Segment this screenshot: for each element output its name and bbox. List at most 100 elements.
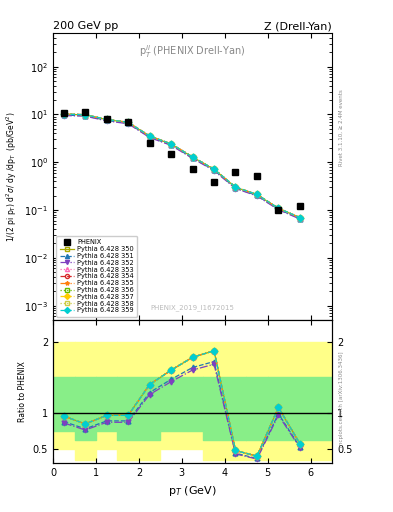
Pythia 6.428 359 <box>105 116 109 122</box>
Pythia 6.428 355 <box>255 191 259 198</box>
Pythia 6.428 352 <box>298 216 302 222</box>
Pythia 6.428 350 <box>233 184 238 190</box>
Pythia 6.428 353 <box>61 111 66 117</box>
Line: Pythia 6.428 352: Pythia 6.428 352 <box>61 113 302 222</box>
Pythia 6.428 359 <box>169 141 173 147</box>
Pythia 6.428 356 <box>83 112 88 118</box>
Line: Pythia 6.428 357: Pythia 6.428 357 <box>61 112 302 220</box>
Pythia 6.428 357 <box>105 116 109 122</box>
Pythia 6.428 355 <box>169 141 173 147</box>
Y-axis label: 1/(2 pi p$_T$) d$^2\sigma$/ dy /dp$_T$  (pb/GeV$^2$): 1/(2 pi p$_T$) d$^2\sigma$/ dy /dp$_T$ (… <box>4 111 18 242</box>
Pythia 6.428 354 <box>83 112 88 118</box>
Pythia 6.428 356 <box>61 111 66 117</box>
Pythia 6.428 352 <box>169 142 173 148</box>
Pythia 6.428 351 <box>190 155 195 161</box>
Pythia 6.428 358 <box>190 154 195 160</box>
Text: Rivet 3.1.10, ≥ 2.4M events: Rivet 3.1.10, ≥ 2.4M events <box>339 90 344 166</box>
Pythia 6.428 358 <box>169 141 173 147</box>
Pythia 6.428 353 <box>169 141 173 147</box>
Pythia 6.428 358 <box>233 184 238 190</box>
PHENIX <box>276 207 281 213</box>
Pythia 6.428 357 <box>233 184 238 190</box>
Pythia 6.428 354 <box>212 166 217 172</box>
Pythia 6.428 354 <box>105 116 109 122</box>
Pythia 6.428 350 <box>255 191 259 198</box>
Pythia 6.428 351 <box>233 185 238 191</box>
Pythia 6.428 354 <box>190 154 195 160</box>
Pythia 6.428 352 <box>190 155 195 161</box>
Pythia 6.428 355 <box>126 119 130 125</box>
Pythia 6.428 351 <box>169 142 173 148</box>
Pythia 6.428 353 <box>255 191 259 198</box>
Pythia 6.428 358 <box>212 166 217 172</box>
Legend: PHENIX, Pythia 6.428 350, Pythia 6.428 351, Pythia 6.428 352, Pythia 6.428 353, : PHENIX, Pythia 6.428 350, Pythia 6.428 3… <box>56 236 137 316</box>
Pythia 6.428 356 <box>233 184 238 190</box>
Pythia 6.428 359 <box>233 184 238 190</box>
Pythia 6.428 358 <box>276 205 281 211</box>
Pythia 6.428 350 <box>105 117 109 123</box>
Pythia 6.428 355 <box>61 111 66 117</box>
Pythia 6.428 352 <box>276 207 281 213</box>
Pythia 6.428 357 <box>298 215 302 221</box>
Pythia 6.428 356 <box>276 205 281 211</box>
Text: Z (Drell-Yan): Z (Drell-Yan) <box>264 21 332 31</box>
Pythia 6.428 357 <box>83 112 88 118</box>
Pythia 6.428 359 <box>61 111 66 117</box>
Pythia 6.428 357 <box>255 191 259 198</box>
X-axis label: p$_T$ (GeV): p$_T$ (GeV) <box>168 484 217 498</box>
Pythia 6.428 356 <box>255 191 259 198</box>
Pythia 6.428 356 <box>126 119 130 125</box>
Pythia 6.428 357 <box>212 166 217 172</box>
Pythia 6.428 351 <box>298 216 302 222</box>
Pythia 6.428 357 <box>169 141 173 147</box>
Pythia 6.428 355 <box>190 154 195 160</box>
Pythia 6.428 353 <box>276 205 281 211</box>
Pythia 6.428 355 <box>298 215 302 221</box>
Line: PHENIX: PHENIX <box>60 108 303 214</box>
PHENIX <box>61 111 66 117</box>
Line: Pythia 6.428 351: Pythia 6.428 351 <box>61 113 302 221</box>
Pythia 6.428 356 <box>212 166 217 172</box>
Pythia 6.428 358 <box>105 116 109 122</box>
Pythia 6.428 351 <box>83 113 88 119</box>
Pythia 6.428 351 <box>61 112 66 118</box>
Pythia 6.428 352 <box>83 113 88 119</box>
PHENIX <box>105 116 109 122</box>
Line: Pythia 6.428 356: Pythia 6.428 356 <box>61 112 302 220</box>
Pythia 6.428 352 <box>212 167 217 174</box>
Pythia 6.428 359 <box>83 112 88 118</box>
Pythia 6.428 352 <box>255 193 259 199</box>
Pythia 6.428 355 <box>212 166 217 172</box>
Pythia 6.428 353 <box>298 215 302 221</box>
Pythia 6.428 359 <box>147 133 152 139</box>
PHENIX <box>169 151 173 157</box>
Pythia 6.428 358 <box>255 191 259 198</box>
Pythia 6.428 354 <box>276 205 281 211</box>
Pythia 6.428 357 <box>61 111 66 117</box>
Line: Pythia 6.428 353: Pythia 6.428 353 <box>61 112 302 220</box>
PHENIX <box>190 166 195 172</box>
Pythia 6.428 352 <box>233 185 238 191</box>
Text: PHENIX_2019_I1672015: PHENIX_2019_I1672015 <box>151 305 235 311</box>
Pythia 6.428 355 <box>233 184 238 190</box>
Pythia 6.428 352 <box>61 113 66 119</box>
Pythia 6.428 351 <box>212 167 217 173</box>
Pythia 6.428 355 <box>105 116 109 122</box>
Pythia 6.428 353 <box>83 112 88 118</box>
Pythia 6.428 354 <box>233 184 238 190</box>
PHENIX <box>212 179 217 185</box>
Pythia 6.428 353 <box>212 166 217 172</box>
Pythia 6.428 350 <box>61 111 66 117</box>
Pythia 6.428 352 <box>105 118 109 124</box>
Line: Pythia 6.428 354: Pythia 6.428 354 <box>61 112 302 220</box>
PHENIX <box>83 109 88 115</box>
Line: Pythia 6.428 355: Pythia 6.428 355 <box>61 112 302 220</box>
Pythia 6.428 351 <box>105 117 109 123</box>
Pythia 6.428 359 <box>276 205 281 211</box>
Pythia 6.428 350 <box>298 215 302 221</box>
Pythia 6.428 354 <box>298 215 302 221</box>
Pythia 6.428 358 <box>61 111 66 117</box>
Line: Pythia 6.428 359: Pythia 6.428 359 <box>61 112 302 220</box>
Pythia 6.428 354 <box>61 111 66 117</box>
Pythia 6.428 351 <box>255 193 259 199</box>
